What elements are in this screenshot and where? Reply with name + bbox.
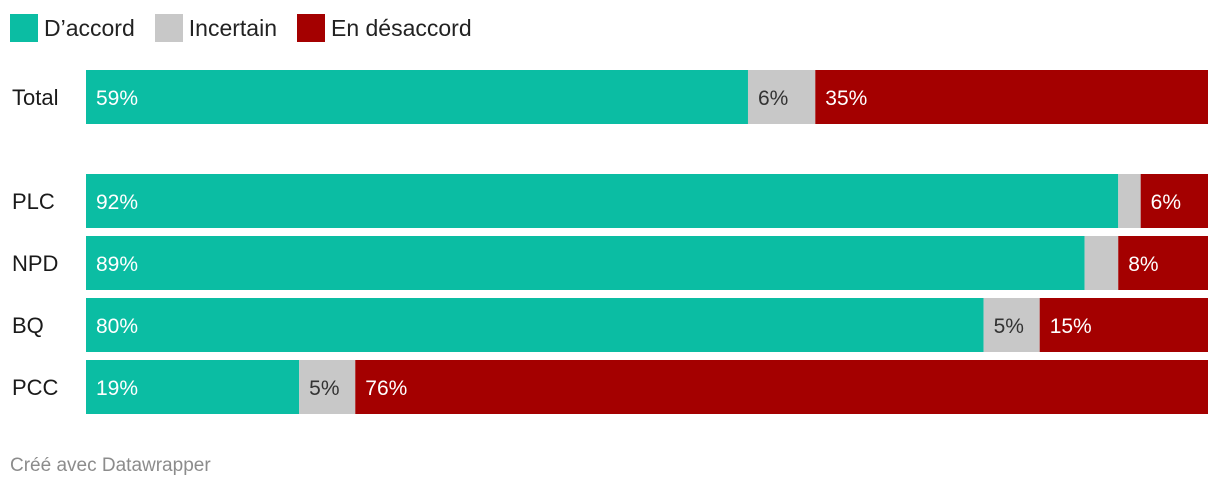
bar-segment-npd-uncertain <box>1084 236 1119 290</box>
legend-label-agree: D’accord <box>44 14 135 41</box>
bar-segment-plc-disagree <box>1140 174 1208 228</box>
bar-segment-pcc-uncertain <box>299 360 356 414</box>
bar-segment-pcc-disagree <box>355 360 1208 414</box>
data-label-pcc-disagree: 76% <box>365 377 407 400</box>
row-label-pcc: PCC <box>12 375 59 400</box>
legend-item-disagree: En désaccord <box>296 14 472 42</box>
legend-swatch-agree <box>10 14 38 42</box>
data-label-pcc-uncertain: 5% <box>309 377 339 400</box>
legend-swatch-disagree <box>296 14 325 42</box>
bar-segment-bq-disagree <box>1039 298 1208 352</box>
legend-item-agree: D’accord <box>10 14 135 42</box>
bar-segment-total-uncertain <box>747 70 816 124</box>
stacked-bar-chart: Total 59% 6% 35% PLC 92% 6% NPD 89% 8% BQ 80% 5% 15% P… <box>12 70 1208 414</box>
data-label-total-disagree: 35% <box>825 87 867 110</box>
row-label-npd: NPD <box>12 251 58 276</box>
data-label-bq-agree: 80% <box>96 315 138 338</box>
data-label-total-agree: 59% <box>96 87 138 110</box>
data-label-bq-uncertain: 5% <box>994 315 1024 338</box>
footer-credit: Créé avec Datawrapper <box>10 455 211 476</box>
legend: D’accord Incertain En désaccord <box>10 12 492 44</box>
row-label-total: Total <box>12 85 58 110</box>
bar-segment-total-agree <box>86 70 748 124</box>
legend-label-uncertain: Incertain <box>188 14 277 41</box>
bar-segment-total-disagree <box>815 70 1208 124</box>
data-label-npd-disagree: 8% <box>1128 253 1158 276</box>
data-label-pcc-agree: 19% <box>96 377 138 400</box>
data-label-total-uncertain: 6% <box>758 87 788 110</box>
row-label-plc: PLC <box>12 189 55 214</box>
legend-item-uncertain: Incertain <box>154 14 277 42</box>
bar-segment-pcc-agree <box>86 360 300 414</box>
data-label-plc-agree: 92% <box>96 191 138 214</box>
bar-segment-npd-disagree <box>1118 236 1208 290</box>
bar-segment-npd-agree <box>86 236 1085 290</box>
bar-segment-plc-uncertain <box>1118 174 1141 228</box>
data-label-plc-disagree: 6% <box>1151 191 1181 214</box>
bar-segment-bq-uncertain <box>983 298 1040 352</box>
bar-segment-plc-agree <box>86 174 1119 228</box>
legend-label-disagree: En désaccord <box>330 14 472 41</box>
row-label-bq: BQ <box>12 313 44 338</box>
legend-swatch-uncertain <box>154 14 183 42</box>
data-label-bq-disagree: 15% <box>1050 315 1092 338</box>
data-label-npd-agree: 89% <box>96 253 138 276</box>
bar-segment-bq-agree <box>86 298 984 352</box>
